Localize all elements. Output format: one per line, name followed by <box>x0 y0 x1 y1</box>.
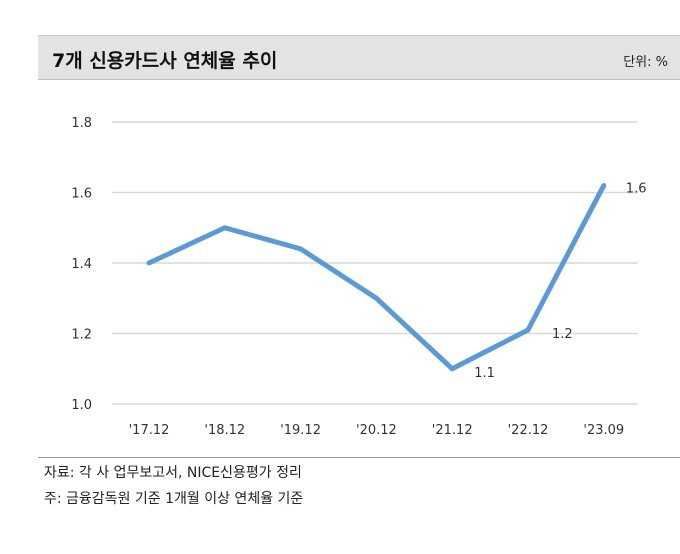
y-tick-label: 1.4 <box>71 257 92 272</box>
x-tick-label: '22.12 <box>508 423 549 438</box>
y-tick-label: 1.6 <box>71 187 92 202</box>
data-label: 1.2 <box>552 327 573 342</box>
x-tick-label: '18.12 <box>204 423 245 438</box>
data-labels: 1.1 1.2 1.6 <box>474 181 646 380</box>
x-tick-label: '23.09 <box>583 423 624 438</box>
series-line <box>146 182 607 372</box>
chart-title: 7개 신용카드사 연체율 추이 <box>52 50 278 72</box>
x-tick-label: '17.12 <box>129 423 170 438</box>
footnote: 주: 금융감독원 기준 1개월 이상 연체율 기준 <box>44 491 304 507</box>
y-axis-ticks: 1.0 1.2 1.4 1.6 1.8 <box>71 116 92 413</box>
y-tick-label: 1.8 <box>71 116 92 131</box>
x-axis-ticks: '17.12 '18.12 '19.12 '20.12 '21.12 '22.12 '23.… <box>129 423 625 438</box>
series-line-path <box>146 182 607 372</box>
source-note: 자료: 각 사 업무보고서, NICE신용평가 정리 <box>44 465 302 481</box>
footer-divider <box>38 457 680 458</box>
grid-lines <box>112 121 638 405</box>
data-label: 1.1 <box>474 366 495 381</box>
unit-label: 단위: % <box>623 55 668 70</box>
x-tick-label: '21.12 <box>432 423 473 438</box>
y-tick-label: 1.0 <box>71 398 92 413</box>
data-label: 1.6 <box>626 181 647 196</box>
x-tick-label: '19.12 <box>280 423 321 438</box>
y-tick-label: 1.2 <box>71 328 92 343</box>
chart-header: 7개 신용카드사 연체율 추이 단위: % <box>38 35 680 80</box>
x-tick-label: '20.12 <box>356 423 397 438</box>
